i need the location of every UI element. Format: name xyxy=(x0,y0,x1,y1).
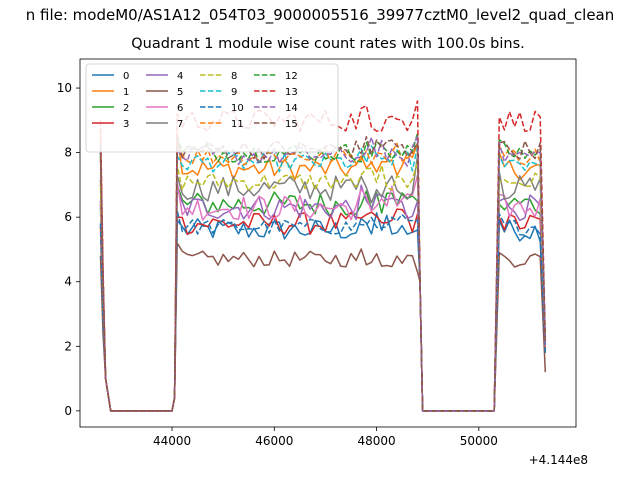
legend-label-11: 11 xyxy=(231,119,244,130)
x-tick-label: 46000 xyxy=(255,434,293,448)
legend-label-9: 9 xyxy=(231,87,237,98)
series-line-12 xyxy=(99,132,547,412)
legend-label-10: 10 xyxy=(231,103,244,114)
legend-label-12: 12 xyxy=(285,71,298,82)
legend-label-8: 8 xyxy=(231,71,237,82)
axes-frame xyxy=(79,58,577,428)
series-line-14 xyxy=(99,135,547,412)
legend-label-5: 5 xyxy=(177,87,183,98)
y-tick-label: 8 xyxy=(64,146,72,160)
x-tick-label: 50000 xyxy=(460,434,498,448)
legend-label-4: 4 xyxy=(177,71,183,82)
series-line-3 xyxy=(99,208,547,412)
legend-label-14: 14 xyxy=(285,103,298,114)
legend-label-1: 1 xyxy=(123,87,129,98)
legend-label-15: 15 xyxy=(285,119,298,130)
series-line-5 xyxy=(99,242,547,412)
x-axis-offset-label: +4.144e8 xyxy=(528,453,588,467)
series-line-6 xyxy=(99,174,547,412)
figure-suptitle: n file: modeM0/AS1A12_054T03_9000005516_… xyxy=(25,6,615,24)
series-line-9 xyxy=(99,142,547,412)
series-line-11 xyxy=(99,142,547,412)
series-line-4 xyxy=(99,184,547,412)
series-line-10 xyxy=(99,209,547,412)
series-line-7 xyxy=(99,155,547,412)
series-line-15 xyxy=(99,136,547,412)
legend-box xyxy=(85,63,339,153)
plot-area xyxy=(99,100,547,412)
series-line-0 xyxy=(99,207,547,412)
y-tick-label: 6 xyxy=(64,210,72,224)
chart-title: Quadrant 1 module wise count rates with … xyxy=(131,36,525,52)
legend-label-7: 7 xyxy=(177,119,183,130)
y-tick-label: 2 xyxy=(64,339,72,353)
y-tick-label: 10 xyxy=(57,81,72,95)
series-line-1 xyxy=(99,132,547,412)
legend-label-13: 13 xyxy=(285,87,298,98)
legend-label-0: 0 xyxy=(123,71,129,82)
legend-label-2: 2 xyxy=(123,103,129,114)
y-tick-label: 4 xyxy=(64,275,72,289)
x-tick-label: 48000 xyxy=(357,434,395,448)
y-tick-label: 0 xyxy=(64,404,72,418)
legend-label-3: 3 xyxy=(123,119,129,130)
x-tick-label: 44000 xyxy=(153,434,191,448)
legend-label-6: 6 xyxy=(177,103,183,114)
